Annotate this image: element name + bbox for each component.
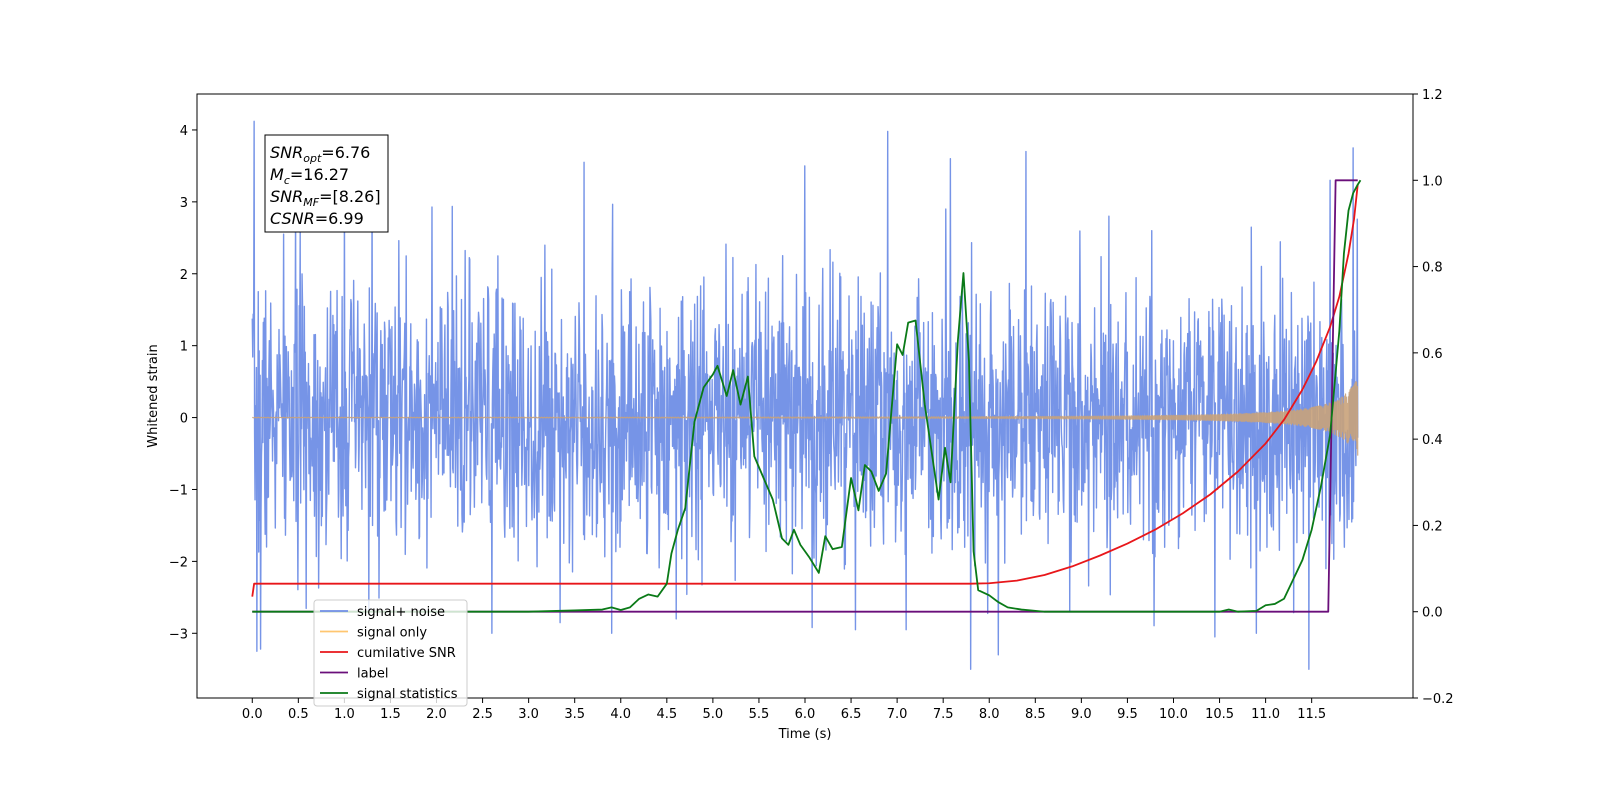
y-axis-left: −3 −2 −1 0 1 2 3 4	[169, 124, 197, 642]
x-tick-label: 9.0	[1071, 707, 1092, 722]
x-tick-label: 11.5	[1297, 707, 1326, 722]
x-tick-label: 5.0	[703, 707, 724, 722]
x-tick-label: 6.0	[795, 707, 816, 722]
annotation-subscript: c	[284, 174, 290, 187]
y-tick-label: −1	[169, 483, 188, 498]
x-tick-label: 7.5	[933, 707, 954, 722]
legend: signal+ noise signal only cumilative SNR la…	[313, 599, 468, 707]
x-tick-label: 9.5	[1117, 707, 1138, 722]
annotation-line: SNRopt=6.76	[270, 143, 370, 165]
y2-tick-label: 0.6	[1422, 347, 1443, 362]
annotation-line: SNRMF=[8.26]	[270, 187, 381, 209]
y-axis-right: −0.2 0.0 0.2 0.4 0.6 0.8 1.0 1.2	[1413, 88, 1454, 707]
series-label	[252, 179, 1358, 613]
x-tick-label: 4.0	[610, 707, 631, 722]
annotation-value: =6.76	[321, 143, 370, 162]
x-tick-label: 8.5	[1025, 707, 1046, 722]
legend-label: signal only	[357, 626, 427, 641]
x-tick-label: 10.5	[1205, 707, 1234, 722]
x-axis: 0.0 0.5 1.0 1.5 2.0 2.5 3.0 3.5 4.0 4.5 5.0 5.5 6.0 6…	[242, 698, 1326, 722]
y2-tick-label: −0.2	[1422, 692, 1454, 707]
annotation-subscript: opt	[303, 152, 322, 165]
annotation-frame	[264, 134, 389, 233]
y-tick-label: 4	[180, 124, 188, 139]
annotation-value: =6.99	[315, 209, 364, 228]
annotation-symbol: SNR	[270, 187, 303, 206]
series-signal-noise	[251, 120, 1359, 670]
series-cumulative-snr	[251, 184, 1359, 597]
annotation-symbol: M	[270, 165, 284, 184]
y2-tick-label: 0.2	[1422, 519, 1443, 534]
y-tick-label: 2	[180, 268, 188, 283]
x-tick-label: 3.0	[518, 707, 539, 722]
x-tick-label: 0.0	[242, 707, 263, 722]
annotation-line: Mc=16.27	[270, 165, 349, 187]
annotation-symbol: SNR	[270, 143, 303, 162]
y-axis-label: Whitened strain	[146, 344, 161, 447]
legend-frame	[313, 599, 468, 707]
annotation-line: CSNR=6.99	[270, 209, 364, 228]
x-tick-label: 4.5	[656, 707, 677, 722]
series-signal-statistics	[252, 179, 1362, 613]
y2-tick-label: 0.0	[1422, 606, 1443, 621]
x-tick-label: 2.0	[426, 707, 447, 722]
y2-tick-label: 0.4	[1422, 433, 1443, 448]
y2-tick-label: 1.0	[1422, 174, 1443, 189]
x-tick-label: 10.0	[1159, 707, 1188, 722]
x-tick-label: 5.5	[749, 707, 770, 722]
y-tick-label: −3	[169, 627, 188, 642]
series-signal-only	[251, 381, 1359, 456]
x-tick-label: 1.0	[334, 707, 355, 722]
x-tick-label: 3.5	[564, 707, 585, 722]
x-tick-label: 6.5	[841, 707, 862, 722]
annotation-value: =16.27	[290, 165, 349, 184]
x-axis-label: Time (s)	[778, 727, 832, 742]
x-tick-label: 7.0	[887, 707, 908, 722]
annotation-subscript: MF	[303, 196, 319, 209]
y2-tick-label: 1.2	[1422, 88, 1443, 103]
y2-tick-label: 0.8	[1422, 261, 1443, 276]
y-tick-label: −2	[169, 555, 188, 570]
y-tick-label: 3	[180, 196, 188, 211]
annotation-symbol: CSNR	[270, 209, 315, 228]
x-tick-label: 2.5	[472, 707, 493, 722]
legend-label: signal+ noise	[357, 605, 445, 620]
legend-label: cumilative SNR	[357, 646, 456, 661]
x-tick-label: 8.0	[979, 707, 1000, 722]
annotation-value: =[8.26]	[319, 187, 381, 206]
legend-label: label	[357, 667, 388, 682]
y-tick-label: 1	[180, 340, 188, 355]
y-tick-label: 0	[180, 412, 188, 427]
legend-label: signal statistics	[357, 687, 458, 702]
x-tick-label: 1.5	[380, 707, 401, 722]
x-tick-label: 0.5	[288, 707, 309, 722]
series-layer	[251, 120, 1362, 670]
x-tick-label: 11.0	[1251, 707, 1280, 722]
